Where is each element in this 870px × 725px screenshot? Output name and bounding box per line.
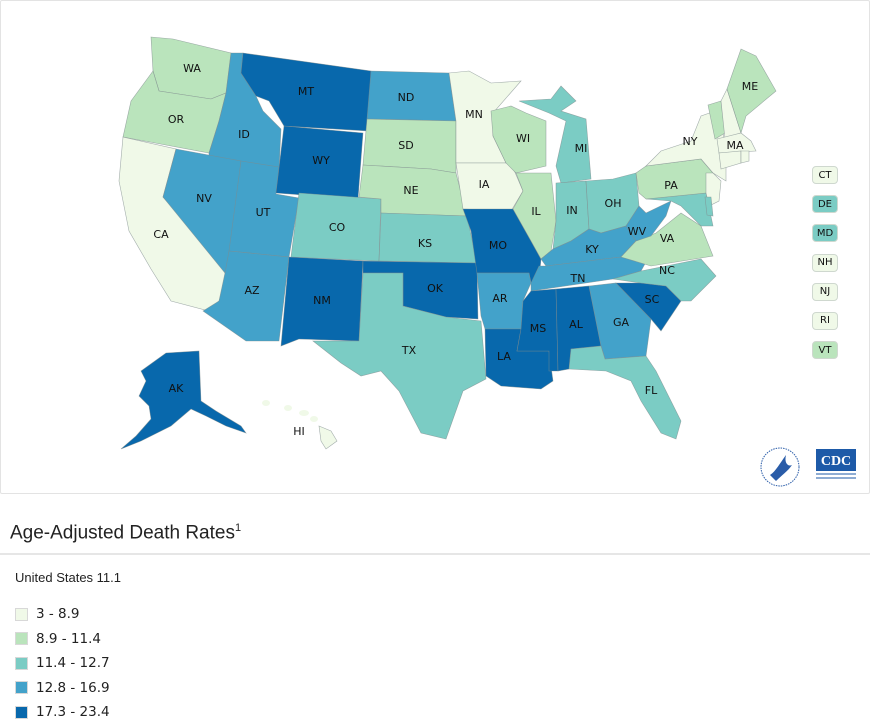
legend-list: 3 - 8.9 8.9 - 11.4 11.4 - 12.7 12.8 - 16… bbox=[15, 602, 110, 725]
state-MA[interactable] bbox=[716, 132, 757, 154]
cdc-logo-icon: CDC bbox=[816, 449, 856, 479]
small-state-ri[interactable]: RI bbox=[812, 311, 838, 330]
small-state-ct[interactable]: CT bbox=[812, 166, 838, 184]
legend-swatch bbox=[15, 607, 28, 621]
legend-title-text: Age-Adjusted Death Rates bbox=[10, 522, 235, 544]
state-AK[interactable] bbox=[120, 350, 247, 450]
legend-label: 8.9 - 11.4 bbox=[36, 630, 101, 647]
small-state-vt[interactable]: VT bbox=[812, 341, 838, 360]
us-choropleth-map: WA OR CA ID NV UT AZ MT WY CO NM ND SD N… bbox=[118, 36, 777, 450]
svg-text:CDC: CDC bbox=[821, 454, 851, 469]
legend-title: Age-Adjusted Death Rates1 bbox=[10, 522, 241, 544]
state-NC[interactable] bbox=[612, 258, 717, 302]
state-CO[interactable] bbox=[290, 192, 382, 262]
state-FL[interactable] bbox=[568, 345, 682, 440]
state-MS[interactable] bbox=[516, 288, 559, 372]
state-NM[interactable] bbox=[280, 256, 364, 347]
small-state-nh[interactable]: NH bbox=[812, 253, 838, 272]
legend-item: 8.9 - 11.4 bbox=[15, 627, 110, 652]
legend-label: 17.3 - 23.4 bbox=[36, 704, 110, 721]
hhs-seal-icon bbox=[760, 447, 800, 487]
state-RI[interactable] bbox=[740, 150, 750, 164]
small-state-md[interactable]: MD bbox=[812, 224, 838, 243]
map-panel: WA OR CA ID NV UT AZ MT WY CO NM ND SD N… bbox=[0, 0, 870, 494]
legend-item: 12.8 - 16.9 bbox=[15, 676, 110, 701]
state-ND[interactable] bbox=[366, 70, 457, 122]
state-CT[interactable] bbox=[718, 150, 742, 170]
state-KS[interactable] bbox=[378, 212, 478, 264]
legend-item: 17.3 - 23.4 bbox=[15, 700, 110, 725]
state-IA[interactable] bbox=[455, 162, 524, 212]
legend-title-footnote: 1 bbox=[234, 522, 242, 534]
small-state-de[interactable]: DE bbox=[812, 195, 838, 214]
state-NY[interactable] bbox=[645, 108, 727, 182]
legend-swatch bbox=[15, 656, 28, 670]
label-HI: HI bbox=[293, 425, 305, 438]
agency-logos: CDC bbox=[760, 447, 856, 487]
legend-item: 11.4 - 12.7 bbox=[15, 651, 110, 676]
legend-label: 12.8 - 16.9 bbox=[36, 679, 110, 696]
small-states-list: CT DE MD NH NJ RI VT bbox=[812, 166, 840, 370]
state-HI[interactable] bbox=[262, 400, 338, 450]
state-SD[interactable] bbox=[362, 118, 457, 174]
legend-swatch bbox=[15, 632, 28, 646]
state-WV[interactable] bbox=[625, 200, 672, 242]
small-state-nj[interactable]: NJ bbox=[812, 282, 838, 301]
state-MI[interactable] bbox=[518, 85, 592, 184]
legend-divider bbox=[0, 553, 870, 555]
legend-swatch bbox=[15, 705, 28, 719]
state-WY[interactable] bbox=[275, 125, 364, 200]
state-AZ[interactable] bbox=[202, 250, 290, 342]
state-WI[interactable] bbox=[490, 105, 547, 174]
legend-label: 11.4 - 12.7 bbox=[36, 655, 110, 672]
state-WA[interactable] bbox=[150, 36, 232, 100]
legend-label: 3 - 8.9 bbox=[36, 606, 80, 623]
legend-item: 3 - 8.9 bbox=[15, 602, 110, 627]
us-rate: United States 11.1 bbox=[15, 570, 121, 585]
state-DE[interactable] bbox=[704, 196, 714, 217]
legend-swatch bbox=[15, 681, 28, 695]
state-TX[interactable] bbox=[312, 272, 487, 440]
